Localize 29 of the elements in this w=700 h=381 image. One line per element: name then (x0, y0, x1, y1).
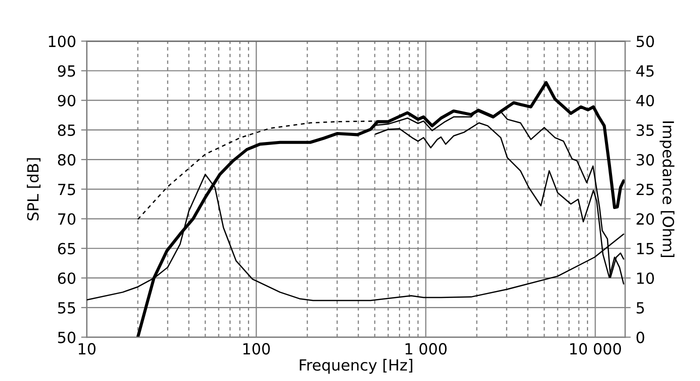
y-tick-label: 85 (58, 124, 76, 136)
y2-tick-label: 0 (636, 332, 644, 344)
x-tick-label: 10 (78, 343, 96, 355)
y2-tick-label: 40 (636, 94, 654, 106)
y2-axis-title: Impedance [Ohm] (660, 121, 674, 258)
y2-tick-label: 5 (636, 302, 644, 314)
y-tick-label: 90 (58, 94, 76, 106)
y-tick-label: 95 (58, 65, 76, 77)
y2-tick-label: 15 (637, 243, 654, 254)
y2-tick-label: 45 (636, 65, 654, 77)
y2-tick-label: 30 (636, 154, 654, 166)
y-tick-label: 60 (58, 272, 76, 284)
y-tick-label: 75 (58, 184, 76, 196)
y2-tick-label: 10 (637, 272, 654, 284)
y-tick-label: 80 (58, 154, 76, 166)
y2-tick-label: 25 (636, 184, 654, 196)
y-tick-label: 50 (58, 332, 76, 344)
x-tick-label: 10 000 (570, 343, 621, 355)
y-tick-label: 100 (48, 36, 76, 48)
x-axis-title: Frequency [Hz] (300, 358, 412, 374)
y-tick-label: 65 (58, 242, 76, 254)
x-tick-label: 100 (243, 343, 270, 355)
y-tick-label: 70 (58, 213, 76, 225)
y2-tick-label: 50 (636, 36, 654, 48)
y-tick-label: 55 (58, 302, 76, 314)
y2-tick-label: 20 (636, 213, 654, 225)
y-axis-title: SPL [dB] (26, 158, 41, 220)
x-tick-label: 1 000 (406, 343, 447, 355)
y2-tick-label: 35 (636, 124, 654, 136)
